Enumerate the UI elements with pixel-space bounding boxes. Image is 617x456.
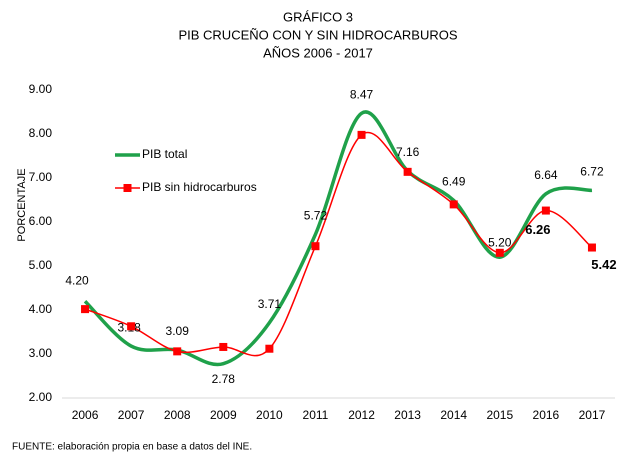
x-tick-label: 2017 — [579, 408, 606, 422]
data-label: 6.72 — [580, 164, 604, 178]
chart-title: AÑOS 2006 - 2017 — [263, 45, 373, 60]
marker — [265, 344, 274, 353]
chart-title: GRÁFICO 3 — [283, 9, 353, 24]
y-tick-label: 6.00 — [29, 214, 53, 228]
marker — [449, 200, 458, 209]
data-label: 6.64 — [534, 168, 558, 182]
marker — [357, 130, 366, 139]
x-tick-label: 2011 — [303, 408, 329, 422]
legend-label: PIB total — [142, 147, 187, 161]
source-note: FUENTE: elaboración propia en base a dat… — [12, 442, 252, 453]
data-label: 2.78 — [212, 372, 236, 386]
marker — [81, 305, 90, 314]
data-label: 6.49 — [442, 175, 466, 189]
y-tick-label: 4.00 — [29, 302, 53, 316]
marker — [127, 322, 136, 331]
y-tick-label: 8.00 — [29, 126, 53, 140]
data-label: 5.20 — [488, 235, 512, 249]
data-label: 3.71 — [258, 297, 282, 311]
data-label: 4.20 — [65, 273, 89, 287]
marker — [587, 243, 596, 252]
marker — [541, 206, 550, 215]
x-tick-label: 2013 — [394, 408, 421, 422]
marker — [403, 167, 412, 176]
x-tick-label: 2014 — [440, 408, 467, 422]
legend-marker — [123, 184, 132, 192]
y-tick-label: 9.00 — [29, 82, 53, 96]
marker — [219, 342, 228, 351]
legend-label: PIB sin hidrocarburos — [142, 180, 257, 194]
y-tick-label: 2.00 — [29, 390, 53, 404]
marker — [311, 242, 320, 251]
x-tick-label: 2007 — [118, 408, 145, 422]
y-tick-label: 5.00 — [29, 258, 53, 272]
y-tick-label: 7.00 — [29, 170, 53, 184]
y-tick-label: 3.00 — [29, 346, 53, 360]
chart-title: PIB CRUCEÑO CON Y SIN HIDROCARBUROS — [178, 27, 457, 42]
x-tick-label: 2012 — [348, 408, 375, 422]
x-tick-label: 2016 — [533, 408, 560, 422]
data-label: 7.16 — [396, 145, 420, 159]
x-tick-label: 2006 — [72, 408, 99, 422]
x-tick-label: 2015 — [486, 408, 513, 422]
data-label: 6.26 — [525, 222, 550, 237]
x-tick-label: 2009 — [210, 408, 237, 422]
data-label: 5.42 — [591, 257, 616, 272]
x-tick-label: 2010 — [256, 408, 283, 422]
marker — [495, 248, 504, 257]
y-axis-label: PORCENTAJE — [16, 168, 28, 241]
data-label: 8.47 — [350, 87, 374, 101]
data-label: 5.72 — [304, 208, 328, 222]
marker — [173, 347, 182, 356]
data-label: 3.09 — [166, 324, 190, 338]
x-tick-label: 2008 — [164, 408, 191, 422]
